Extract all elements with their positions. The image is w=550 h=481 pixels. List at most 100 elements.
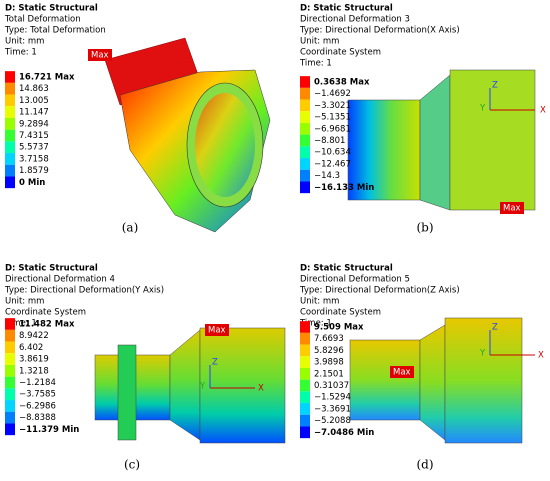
legend-swatch — [5, 341, 15, 354]
legend-swatch — [5, 164, 15, 177]
legend-swatch — [5, 117, 15, 130]
header-line: Unit: mm — [5, 297, 44, 307]
legend-label: −8.8388 — [19, 413, 56, 423]
legend-label: −6.9681 — [314, 124, 351, 134]
legend-swatch — [300, 111, 310, 123]
legend-swatch — [300, 379, 310, 392]
axis-label: Z — [492, 81, 498, 91]
legend-label: 7.4315 — [19, 131, 49, 141]
max-tag — [500, 202, 524, 214]
max-tag-label: Max — [208, 326, 226, 336]
legend-label: −3.3021 — [314, 101, 351, 111]
legend-label: 0.31037 — [314, 381, 349, 391]
model-d — [349, 317, 535, 444]
legend-swatch — [5, 329, 15, 342]
model-c — [94, 327, 286, 444]
legend-label: 11.482 Max — [19, 320, 75, 330]
legend-swatch — [300, 356, 310, 368]
legend-swatch — [300, 169, 310, 182]
header-line: Time: 1 — [4, 319, 37, 329]
caption: (b) — [416, 221, 433, 235]
header-line: Unit: mm — [5, 37, 44, 47]
legend-label: 9.2894 — [19, 119, 49, 129]
legend-label: 3.7158 — [19, 154, 49, 164]
legend-label: 8.9422 — [19, 331, 49, 341]
legend-label: −3.7585 — [19, 390, 56, 400]
legend-label: 6.402 — [19, 343, 43, 353]
model-b — [347, 69, 536, 211]
header-line: Coordinate System — [300, 48, 381, 58]
legend-label: 3.9898 — [314, 358, 344, 368]
legend-label: −7.0486 Min — [314, 428, 374, 438]
legend-label: −11.379 Min — [19, 425, 79, 435]
legend-swatch — [5, 82, 15, 95]
header-line: Total Deformation — [4, 15, 81, 25]
max-tag-label: Max — [503, 204, 521, 214]
legend-swatch — [300, 332, 310, 345]
legend-label: −3.3691 — [314, 404, 351, 414]
max-tag-label: Max — [91, 51, 109, 61]
legend-label: 9.509 Max — [314, 323, 364, 333]
legend-label: −12.467 — [314, 159, 351, 169]
model-a — [104, 37, 271, 233]
legend-swatch — [300, 321, 310, 333]
legend-swatch — [300, 414, 310, 427]
header-line: Type: Total Deformation — [4, 26, 106, 36]
header-title: D: Static Structural — [300, 264, 393, 274]
header-line: Time: 1 — [299, 59, 332, 69]
legend-label: −8.801 — [314, 136, 345, 146]
legend-label: 13.005 — [19, 96, 49, 106]
legend-label: 3.8619 — [19, 355, 49, 365]
legend-swatch — [300, 146, 310, 159]
legend-label: 1.3218 — [19, 366, 49, 376]
legend-swatch — [5, 364, 15, 377]
legend-label: −10.634 — [314, 148, 351, 158]
legend-swatch — [5, 411, 15, 424]
legend-label: −1.4692 — [314, 89, 351, 99]
legend-swatch — [5, 388, 15, 401]
legend-label: 14.863 — [19, 84, 49, 94]
legend-swatch — [5, 400, 15, 412]
header-title: D: Static Structural — [5, 264, 98, 274]
max-tag — [88, 49, 112, 61]
legend-swatch — [5, 353, 15, 365]
header-title: D: Static Structural — [5, 4, 98, 14]
legend-swatch — [5, 153, 15, 165]
legend-label: 5.8296 — [314, 346, 344, 356]
legend-swatch — [5, 106, 15, 118]
legend-swatch — [300, 134, 310, 147]
header-line: Directional Deformation 4 — [5, 275, 115, 285]
legend-label: −16.133 Min — [314, 183, 374, 193]
legend-label: 5.5737 — [19, 143, 49, 153]
header-line: Type: Directional Deformation(X Axis) — [299, 26, 460, 36]
legend-swatch — [300, 99, 310, 112]
legend-swatch — [5, 176, 15, 189]
header-line: Time: 1 — [299, 319, 332, 329]
legend-label: 16.721 Max — [19, 73, 75, 83]
legend-swatch — [5, 141, 15, 154]
header-line: Coordinate System — [300, 308, 381, 318]
max-tag — [390, 366, 414, 378]
caption: (d) — [416, 458, 433, 472]
legend-label: 7.6693 — [314, 334, 344, 344]
legend-swatch — [300, 87, 310, 100]
legend-label: 11.147 — [19, 108, 49, 118]
legend-swatch — [300, 344, 310, 357]
axis-label: X — [258, 384, 264, 394]
legend-swatch — [300, 426, 310, 439]
legend-label: 2.1501 — [314, 369, 344, 379]
legend-label: −5.2088 — [314, 416, 351, 426]
legend-swatch — [5, 423, 15, 436]
caption: (c) — [124, 458, 140, 472]
legend-swatch — [300, 181, 310, 194]
legend-swatch — [5, 129, 15, 142]
header-line: Time: 1 — [4, 48, 37, 58]
legend-label: 1.8579 — [19, 166, 49, 176]
header-line: Directional Deformation 3 — [300, 15, 410, 25]
axis-label: Y — [479, 104, 486, 114]
legend-swatch — [300, 391, 310, 404]
caption: (a) — [122, 221, 139, 235]
header-line: Type: Directional Deformation(Z Axis) — [299, 286, 460, 296]
header-title: D: Static Structural — [300, 4, 393, 14]
